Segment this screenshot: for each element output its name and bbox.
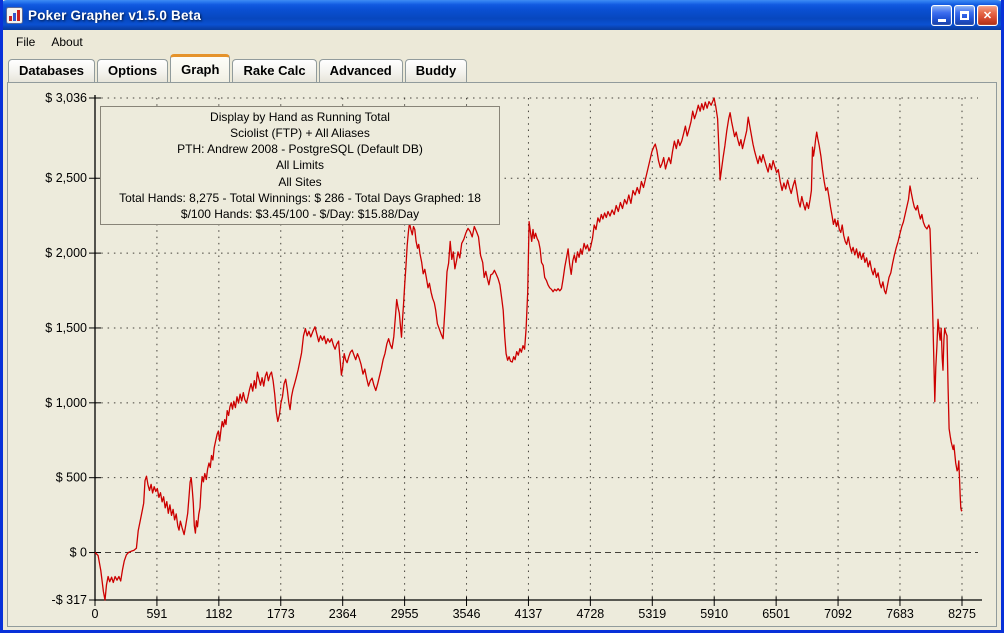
x-tick-label: 6501 xyxy=(762,607,790,621)
menu-bar: File About xyxy=(3,30,1001,54)
maximize-button[interactable] xyxy=(954,4,975,26)
x-tick-label: 4137 xyxy=(515,607,543,621)
minimize-icon xyxy=(937,18,946,22)
y-tick-label: $ 1,500 xyxy=(45,321,87,335)
x-tick-label: 2955 xyxy=(391,607,419,621)
x-tick-label: 8275 xyxy=(948,607,976,621)
menu-file[interactable]: File xyxy=(16,35,36,49)
info-line-rates: $/100 Hands: $3.45/100 - $/Day: $15.88/D… xyxy=(180,207,420,221)
y-tick-label: $ 1,000 xyxy=(45,396,87,410)
x-tick-label: 4728 xyxy=(576,607,604,621)
x-tick-label: 5910 xyxy=(700,607,728,621)
menu-about[interactable]: About xyxy=(51,35,83,49)
tab-rake-calc[interactable]: Rake Calc xyxy=(232,59,317,82)
tab-databases[interactable]: Databases xyxy=(8,59,96,82)
y-tick-label: $ 500 xyxy=(56,471,87,485)
chart-info-box: Display by Hand as Running Total Sciolis… xyxy=(100,106,500,225)
tab-options[interactable]: Options xyxy=(97,59,169,82)
minimize-button[interactable] xyxy=(931,4,952,26)
x-tick-label: 1182 xyxy=(205,607,232,621)
tab-advanced[interactable]: Advanced xyxy=(318,59,403,82)
close-icon: ✕ xyxy=(982,9,993,22)
x-tick-label: 591 xyxy=(146,607,167,621)
window-title: Poker Grapher v1.5.0 Beta xyxy=(28,7,202,23)
x-tick-label: 7683 xyxy=(886,607,914,621)
title-bar[interactable]: Poker Grapher v1.5.0 Beta ✕ xyxy=(3,0,1001,30)
info-line-player: Sciolist (FTP) + All Aliases xyxy=(230,125,370,140)
x-tick-label: 1773 xyxy=(267,607,295,621)
y-tick-label: $ 2,000 xyxy=(45,246,87,260)
close-button[interactable]: ✕ xyxy=(977,4,998,26)
x-tick-label: 3546 xyxy=(453,607,481,621)
info-line-limits: All Limits xyxy=(275,158,324,173)
tab-buddy[interactable]: Buddy xyxy=(404,59,468,82)
y-tick-label: -$ 317 xyxy=(52,593,87,607)
graph-panel: $ 3,036 $ 2,500 $ 2,000 $ 1,500 $ 1,000 $ 500… xyxy=(7,82,997,627)
info-line-database: PTH: Andrew 2008 - PostgreSQL (Default D… xyxy=(177,142,423,157)
y-tick-label: $ 0 xyxy=(70,546,87,560)
tab-strip: Databases Options Graph Rake Calc Advanc… xyxy=(3,54,1001,82)
x-tick-label: 2364 xyxy=(329,607,357,621)
info-line-display-mode: Display by Hand as Running Total xyxy=(210,109,390,124)
app-icon xyxy=(6,6,23,24)
maximize-icon xyxy=(960,10,969,20)
running-total-line xyxy=(94,97,963,601)
info-line-totals: Total Hands: 8,275 - Total Winnings: $ 2… xyxy=(119,190,481,205)
tab-graph[interactable]: Graph xyxy=(170,54,231,82)
x-tick-label: 5319 xyxy=(638,607,666,621)
y-tick-label: $ 3,036 xyxy=(45,91,87,105)
info-line-sites: All Sites xyxy=(278,174,322,189)
x-tick-label: 7092 xyxy=(824,607,852,621)
x-tick-label: 0 xyxy=(92,607,99,621)
y-tick-label: $ 2,500 xyxy=(45,171,87,185)
